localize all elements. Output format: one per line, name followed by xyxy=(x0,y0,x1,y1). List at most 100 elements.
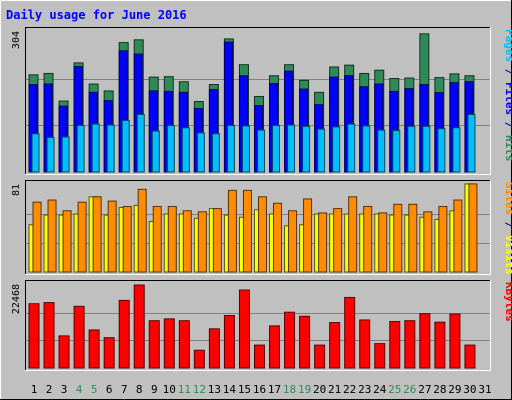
y-max-label: 22468 xyxy=(11,284,22,314)
bar-kbytes-day-7 xyxy=(118,299,130,369)
panel-pages-files-hits: 304 Pages / Files / Hits xyxy=(11,27,512,175)
day-label-21: 21 xyxy=(328,383,341,396)
day-label-22: 22 xyxy=(343,383,356,396)
bar-kbytes-day-2 xyxy=(43,302,55,369)
bar-sites-day-18 xyxy=(288,210,298,273)
bar-pages-day-20 xyxy=(317,128,326,173)
bar-pages-day-30 xyxy=(467,113,476,173)
bar-kbytes-day-4 xyxy=(73,305,85,369)
day-label-15: 15 xyxy=(238,383,251,396)
bar-sites-day-30 xyxy=(468,183,478,273)
series-legend: KBytes xyxy=(503,282,512,322)
bar-kbytes-day-26 xyxy=(404,320,416,369)
bar-kbytes-day-17 xyxy=(269,325,281,369)
day-label-9: 9 xyxy=(151,383,158,396)
bar-pages-day-13 xyxy=(211,133,220,173)
bar-pages-day-3 xyxy=(61,136,70,173)
bar-sites-day-21 xyxy=(333,208,343,273)
day-label-18: 18 xyxy=(283,383,296,396)
bar-pages-day-25 xyxy=(392,130,401,173)
bar-kbytes-day-10 xyxy=(163,318,175,369)
bar-sites-day-26 xyxy=(408,203,418,273)
day-label-10: 10 xyxy=(163,383,176,396)
bar-pages-day-26 xyxy=(407,125,416,173)
bar-pages-day-22 xyxy=(347,123,356,173)
bar-sites-day-1 xyxy=(32,201,42,273)
day-label-16: 16 xyxy=(253,383,266,396)
bar-pages-day-24 xyxy=(377,129,386,173)
bar-sites-day-28 xyxy=(438,205,448,273)
series-legend-entry: Sites xyxy=(503,182,512,215)
bar-sites-day-9 xyxy=(152,205,162,273)
series-legend-entry: Pages xyxy=(503,29,512,62)
day-label-20: 20 xyxy=(313,383,326,396)
bar-kbytes-day-5 xyxy=(88,329,100,369)
y-max-label: 304 xyxy=(11,31,22,49)
bar-sites-day-3 xyxy=(62,210,72,273)
day-label-14: 14 xyxy=(223,383,237,396)
chart-title: Daily usage for June 2016 xyxy=(6,8,187,22)
bar-sites-day-15 xyxy=(242,189,252,273)
bar-pages-day-28 xyxy=(437,128,446,173)
series-legend-entry: / xyxy=(503,215,512,235)
bar-kbytes-day-22 xyxy=(344,296,356,369)
bar-kbytes-day-9 xyxy=(148,320,160,369)
bar-sites-day-29 xyxy=(453,199,463,273)
day-label-8: 8 xyxy=(136,383,143,396)
bar-kbytes-day-6 xyxy=(103,337,115,369)
bar-pages-day-16 xyxy=(256,129,265,173)
bar-pages-day-5 xyxy=(91,123,100,173)
day-label-31: 31 xyxy=(478,383,491,396)
bar-kbytes-day-1 xyxy=(28,303,40,369)
bar-pages-day-21 xyxy=(332,126,341,173)
bar-sites-day-5 xyxy=(92,196,102,273)
day-label-17: 17 xyxy=(268,383,281,396)
bar-pages-day-8 xyxy=(136,113,145,173)
panel-sites-visits: 81 Sites / Visits xyxy=(11,180,512,275)
bar-pages-day-2 xyxy=(46,136,55,173)
chart-panels: 304 Pages / Files / Hits 81 Sites / Visits 2… xyxy=(11,27,512,371)
series-legend-entry: / xyxy=(503,62,512,82)
panel-kbytes: 22468 KBytes xyxy=(11,280,512,371)
series-legend-entry: Hits xyxy=(503,135,512,162)
day-label-7: 7 xyxy=(121,383,128,396)
bar-kbytes-day-8 xyxy=(133,284,145,369)
day-label-1: 1 xyxy=(31,383,38,396)
bar-kbytes-day-28 xyxy=(434,321,446,369)
bar-kbytes-day-27 xyxy=(419,313,431,369)
bar-kbytes-day-29 xyxy=(449,313,461,369)
bar-sites-day-8 xyxy=(137,188,147,273)
bar-sites-day-14 xyxy=(227,189,237,273)
bar-sites-day-25 xyxy=(393,203,403,273)
day-label-26: 26 xyxy=(403,383,416,396)
day-label-24: 24 xyxy=(373,383,387,396)
series-legend-entry: Files xyxy=(503,82,512,115)
bar-pages-day-7 xyxy=(121,119,130,173)
bar-sites-day-24 xyxy=(378,212,388,273)
bar-pages-day-10 xyxy=(166,124,175,173)
bar-kbytes-day-14 xyxy=(223,315,235,369)
bar-sites-day-20 xyxy=(318,212,328,273)
bar-pages-day-27 xyxy=(422,125,431,173)
day-label-12: 12 xyxy=(193,383,206,396)
day-label-30: 30 xyxy=(463,383,476,396)
bar-sites-day-17 xyxy=(273,202,283,273)
series-legend-entry: KBytes xyxy=(503,282,512,322)
bar-kbytes-day-15 xyxy=(238,289,250,369)
day-label-27: 27 xyxy=(418,383,431,396)
bar-kbytes-day-19 xyxy=(299,315,311,369)
bar-pages-day-23 xyxy=(362,125,371,173)
day-label-13: 13 xyxy=(208,383,221,396)
y-max-label: 81 xyxy=(11,184,22,196)
bar-kbytes-day-18 xyxy=(284,311,296,369)
bar-pages-day-6 xyxy=(106,124,115,173)
series-legend: Pages / Files / Hits xyxy=(503,29,512,162)
day-label-4: 4 xyxy=(76,383,83,396)
series-legend-entry: / xyxy=(503,115,512,135)
bar-sites-day-10 xyxy=(167,205,177,273)
day-label-3: 3 xyxy=(61,383,68,396)
bar-sites-day-27 xyxy=(423,211,433,273)
series-legend: Sites / Visits xyxy=(503,182,512,275)
bar-sites-day-2 xyxy=(47,199,57,273)
bar-pages-day-15 xyxy=(241,125,250,173)
